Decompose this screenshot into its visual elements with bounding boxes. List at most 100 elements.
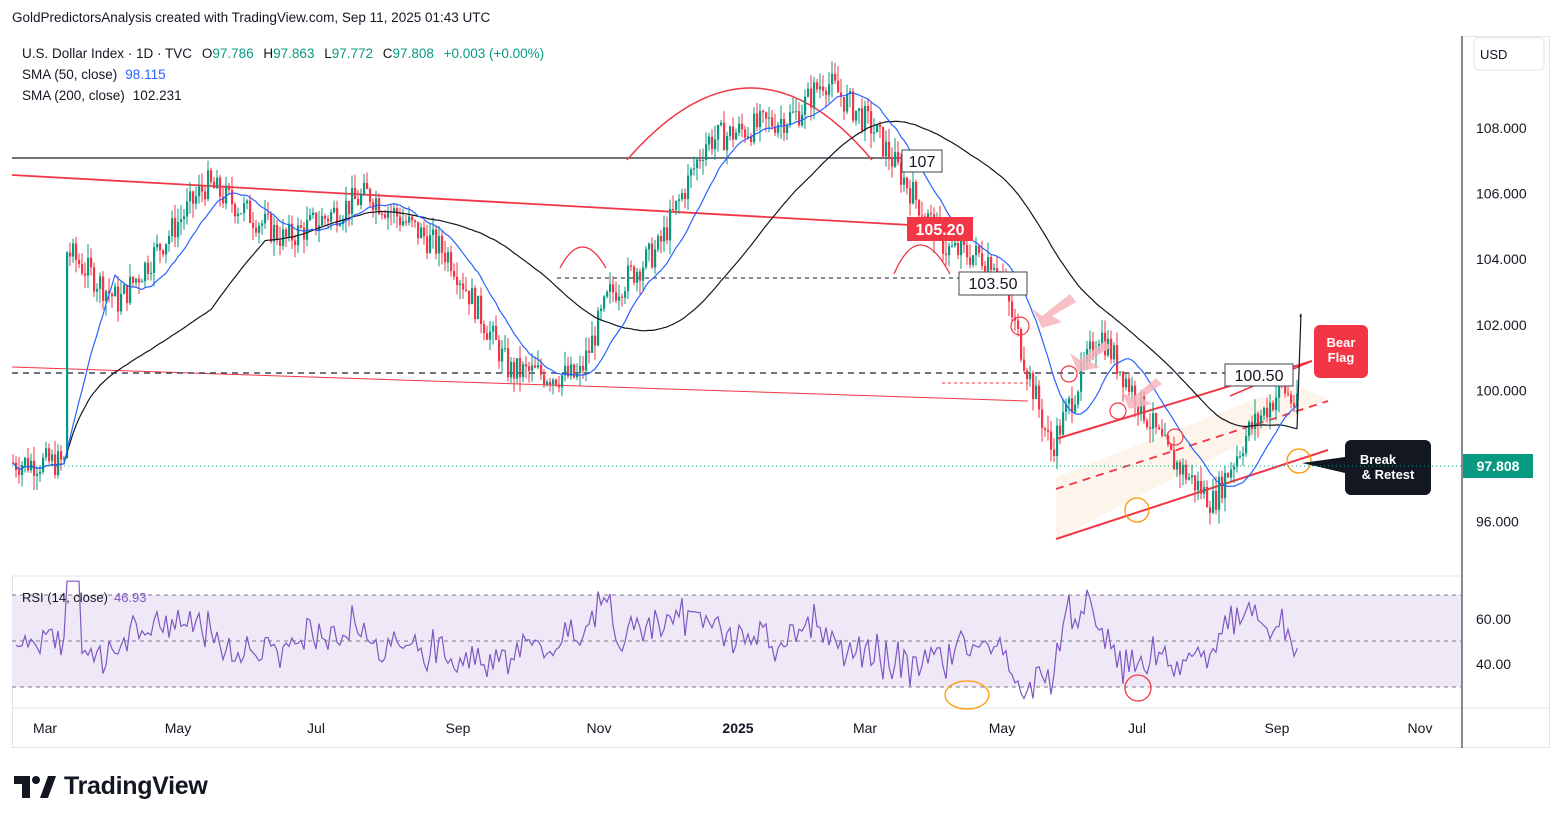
candle-body	[903, 177, 906, 185]
candle-body	[1020, 329, 1023, 360]
price-tick-label: 102.000	[1476, 317, 1527, 333]
candle-body	[78, 259, 81, 265]
candle-body	[285, 229, 288, 237]
candle-body	[153, 247, 156, 273]
candle-body	[1233, 466, 1236, 470]
candle-body	[876, 124, 879, 133]
candle-body	[387, 211, 390, 218]
candle-body	[1065, 403, 1068, 412]
currency-button[interactable]	[1473, 37, 1545, 71]
candle-body	[420, 227, 423, 239]
candle-body	[144, 262, 147, 282]
candle-body	[480, 295, 483, 325]
sma200-line	[12, 120, 1302, 470]
candle-body	[447, 252, 450, 263]
candle-body	[960, 240, 963, 256]
candle-body	[333, 207, 336, 213]
candle-body	[210, 170, 213, 182]
candle-body	[957, 242, 960, 256]
candle-body	[1272, 402, 1275, 410]
candle-body	[225, 185, 228, 204]
candle-body	[900, 162, 903, 185]
candle-body	[921, 215, 924, 217]
candle-body	[1197, 480, 1200, 491]
candle-body	[237, 213, 240, 217]
candle-body	[240, 213, 243, 215]
break-retest-box	[1345, 440, 1431, 495]
candle-body	[477, 295, 480, 320]
candle-body	[1170, 444, 1173, 450]
candle-body	[948, 245, 951, 256]
break-retest-pointer	[1302, 457, 1345, 473]
time-tick-label: May	[165, 720, 191, 736]
candle-body	[1035, 385, 1038, 400]
candle-body	[1116, 345, 1119, 374]
candle-body	[864, 106, 867, 131]
candle-body	[1176, 462, 1179, 470]
bear-flag-line2: Flag	[1328, 350, 1355, 365]
candle-body	[429, 235, 432, 253]
rsi-low-circle	[944, 680, 990, 710]
candle-body	[1041, 409, 1044, 429]
price-chart[interactable]: U.S. Dollar Index · 1D · TVC O97.786 H97…	[12, 36, 1550, 748]
candle-body	[45, 448, 48, 458]
touch-circle-2	[1060, 365, 1078, 383]
candle-body	[462, 283, 465, 290]
candle-body	[498, 339, 501, 362]
candle-body	[351, 188, 354, 215]
candle-body	[126, 284, 129, 303]
candle-body	[1068, 398, 1071, 404]
candle-body	[897, 152, 900, 163]
candle-body	[1119, 371, 1122, 374]
candle-body	[534, 365, 537, 368]
candle-body	[618, 296, 621, 301]
candle-body	[702, 160, 705, 162]
candle-body	[33, 460, 36, 476]
candle-body	[159, 243, 162, 251]
candle-body	[810, 88, 813, 108]
label-105: 105.20	[907, 217, 973, 241]
candle-body	[654, 249, 657, 268]
candle-body	[591, 335, 594, 353]
candle-body	[120, 293, 123, 312]
candle-body	[1149, 427, 1152, 429]
candle-body	[87, 257, 90, 276]
candle-body	[624, 291, 627, 298]
candle-body	[603, 296, 606, 309]
label-100: 100.50	[1224, 363, 1294, 387]
candle-body	[309, 215, 312, 220]
candle-body	[1092, 341, 1095, 357]
candle-body	[663, 227, 666, 242]
candle-body	[978, 245, 981, 254]
time-tick-label: Nov	[587, 720, 612, 736]
candle-body	[549, 381, 552, 385]
candle-body	[585, 350, 588, 371]
candle-body	[132, 276, 135, 283]
candle-body	[180, 219, 183, 223]
candle-body	[1125, 378, 1128, 388]
break-retest-line1: Break	[1360, 452, 1397, 467]
candle-body	[969, 257, 972, 265]
candle-body	[1122, 371, 1125, 388]
price-tick-label: 108.000	[1476, 120, 1527, 136]
candle-body	[636, 271, 639, 283]
candle-body	[336, 207, 339, 226]
candle-body	[1044, 428, 1047, 430]
candle-body	[486, 333, 489, 340]
candle-body	[1071, 398, 1074, 413]
candle-body	[1218, 476, 1221, 510]
candle-body	[708, 136, 711, 145]
candle-body	[324, 215, 327, 219]
tradingview-brand-text: TradingView	[64, 772, 208, 800]
candle-body	[36, 473, 39, 476]
candle-body	[906, 177, 909, 189]
candle-body	[1011, 301, 1014, 318]
candle-body	[918, 199, 921, 216]
candle-body	[1221, 476, 1224, 499]
candle-body	[879, 124, 882, 128]
candle-body	[423, 227, 426, 237]
low-circle	[1124, 497, 1150, 523]
candle-body	[870, 111, 873, 134]
candle-body	[408, 216, 411, 223]
arrow-2	[1070, 341, 1111, 372]
